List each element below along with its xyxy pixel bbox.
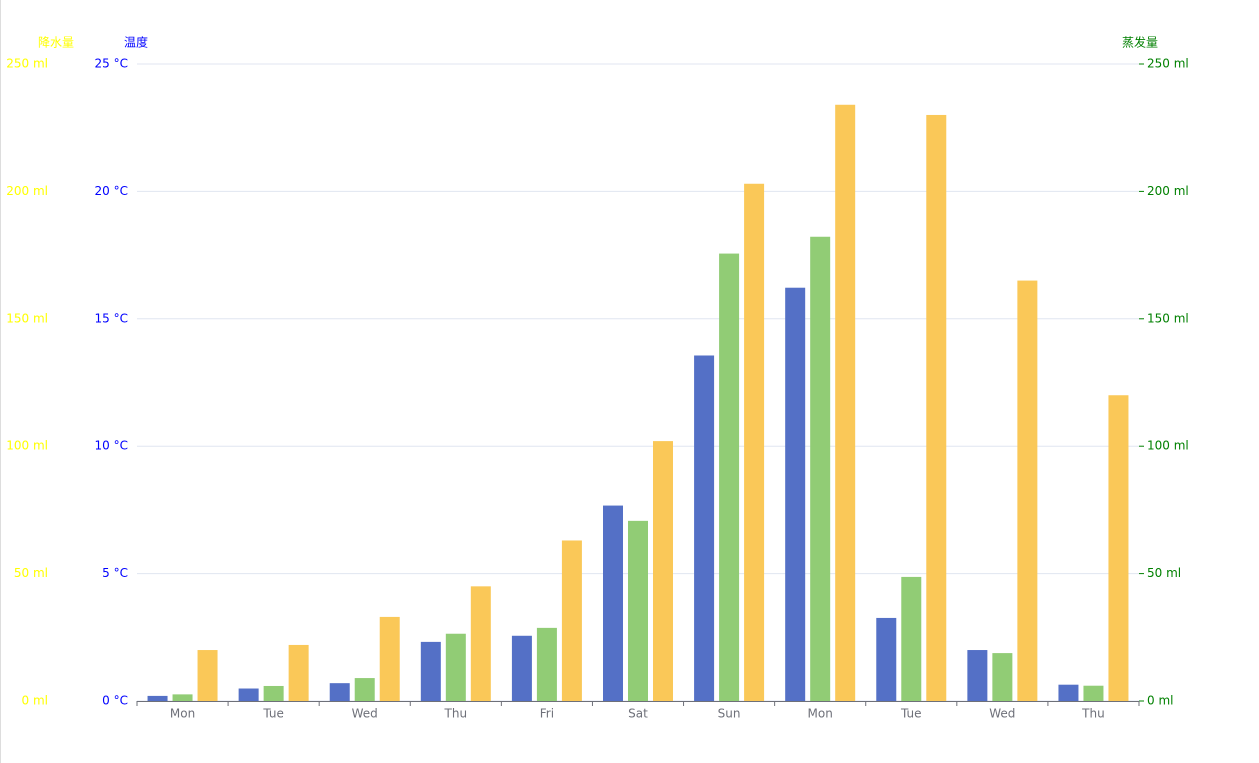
bar	[835, 104, 856, 701]
bar	[561, 540, 582, 701]
bar	[536, 627, 557, 701]
bar	[901, 576, 922, 701]
y-tick-label: 150 ml	[1147, 311, 1189, 325]
y-axis-title: 温度	[124, 35, 148, 50]
y-tick-label: 5 °C	[102, 566, 128, 580]
y-tick-label: 100 ml	[6, 439, 48, 453]
y-axis-title: 降水量	[38, 36, 74, 50]
bar	[420, 641, 441, 701]
x-tick-label: Mon	[170, 707, 195, 721]
y-tick-label: 200 ml	[6, 184, 48, 198]
y-tick-label: 20 °C	[95, 184, 128, 198]
y-tick-label: 50 ml	[14, 566, 48, 580]
y-tick-label: 250 ml	[6, 57, 48, 71]
x-tick-label: Thu	[1081, 707, 1105, 721]
y-tick-label: 0 ml	[1147, 694, 1173, 708]
bar	[628, 520, 648, 701]
bar	[172, 694, 193, 701]
x-tick-label: Sat	[628, 707, 648, 721]
x-tick-label: Fri	[540, 707, 554, 721]
bar	[876, 617, 897, 701]
bar	[445, 633, 466, 701]
bar	[354, 678, 375, 701]
bar	[810, 236, 831, 701]
y-tick-label: 200 ml	[1147, 184, 1189, 198]
bar	[744, 183, 765, 702]
bar	[785, 287, 806, 701]
x-tick-label: Wed	[352, 707, 378, 721]
bar	[470, 586, 491, 701]
x-tick-label: Wed	[989, 707, 1015, 721]
x-tick-label: Sun	[718, 707, 741, 721]
y-tick-label: 0 ml	[22, 694, 48, 708]
x-tick-label: Thu	[444, 707, 468, 721]
y-tick-label: 25 °C	[95, 57, 128, 71]
bar	[926, 114, 947, 701]
bar	[694, 355, 715, 701]
bar	[992, 653, 1013, 701]
y-tick-label: 0 °C	[102, 694, 128, 708]
x-tick-label: Mon	[808, 707, 833, 721]
y-tick-label: 50 ml	[1147, 566, 1181, 580]
bar	[197, 650, 218, 701]
x-tick-label: Tue	[262, 707, 284, 721]
bar	[1108, 395, 1129, 701]
bar	[511, 635, 532, 701]
bar	[719, 253, 740, 701]
bar	[329, 683, 350, 701]
bar	[288, 644, 309, 701]
bar	[147, 695, 168, 701]
bar	[1083, 685, 1104, 701]
bar	[263, 685, 284, 701]
y-tick-label: 150 ml	[6, 311, 48, 325]
bar	[1017, 280, 1038, 701]
x-tick-label: Tue	[900, 707, 922, 721]
bar	[653, 441, 673, 701]
bar	[603, 505, 623, 701]
y-tick-label: 250 ml	[1147, 57, 1189, 71]
y-tick-label: 10 °C	[95, 439, 128, 453]
bar	[967, 650, 988, 701]
y-tick-label: 100 ml	[1147, 439, 1189, 453]
bar	[1058, 684, 1079, 701]
y-tick-label: 15 °C	[95, 311, 128, 325]
bar	[238, 688, 259, 701]
bar	[379, 616, 400, 701]
y-axis-title: 蒸发量	[1122, 35, 1158, 50]
